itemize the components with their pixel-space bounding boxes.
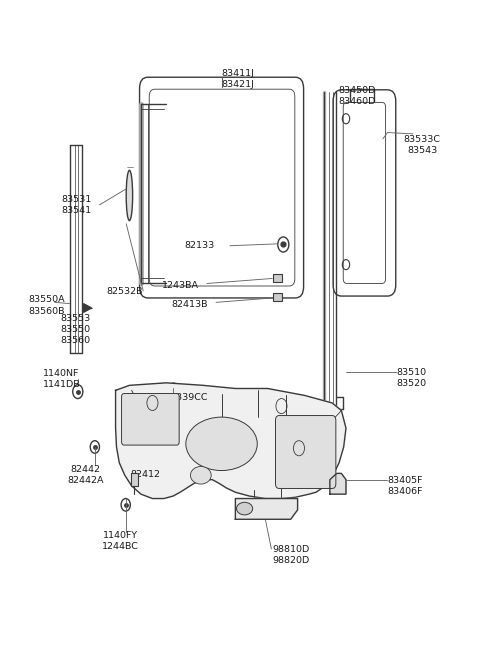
Ellipse shape — [237, 502, 252, 515]
Bar — [273, 293, 282, 301]
Text: 83510
83520: 83510 83520 — [396, 367, 427, 388]
Text: 98810D
98820D: 98810D 98820D — [272, 545, 310, 565]
Text: 1339CC: 1339CC — [171, 394, 208, 402]
Text: 82412: 82412 — [131, 470, 160, 479]
Text: 83411J
83421J: 83411J 83421J — [221, 69, 254, 89]
Ellipse shape — [191, 466, 211, 484]
Text: 83531
83541: 83531 83541 — [61, 195, 92, 215]
Ellipse shape — [186, 417, 257, 470]
Polygon shape — [235, 498, 298, 519]
Polygon shape — [330, 474, 346, 494]
Text: 83405F
83406F: 83405F 83406F — [387, 476, 423, 496]
Polygon shape — [116, 383, 346, 498]
Text: 1140NF
1141DB: 1140NF 1141DB — [43, 369, 81, 389]
Ellipse shape — [126, 170, 132, 221]
Text: 83450D
83460D: 83450D 83460D — [339, 86, 376, 106]
Text: 82133: 82133 — [185, 241, 215, 250]
Bar — [131, 474, 138, 486]
Polygon shape — [84, 304, 92, 312]
Text: 83553
83550
83560: 83553 83550 83560 — [60, 314, 91, 345]
FancyBboxPatch shape — [276, 415, 336, 489]
Text: 1140FY
1244BC: 1140FY 1244BC — [102, 531, 139, 552]
Text: 1243BA: 1243BA — [162, 281, 199, 290]
FancyBboxPatch shape — [121, 394, 179, 445]
Text: 82442
82442A: 82442 82442A — [67, 465, 104, 485]
Text: 82532B: 82532B — [107, 286, 143, 295]
Bar — [273, 274, 282, 282]
Text: 83533C
83543: 83533C 83543 — [404, 135, 441, 155]
Text: 83550A
83560B: 83550A 83560B — [28, 295, 65, 316]
Text: 82413B: 82413B — [171, 300, 207, 309]
